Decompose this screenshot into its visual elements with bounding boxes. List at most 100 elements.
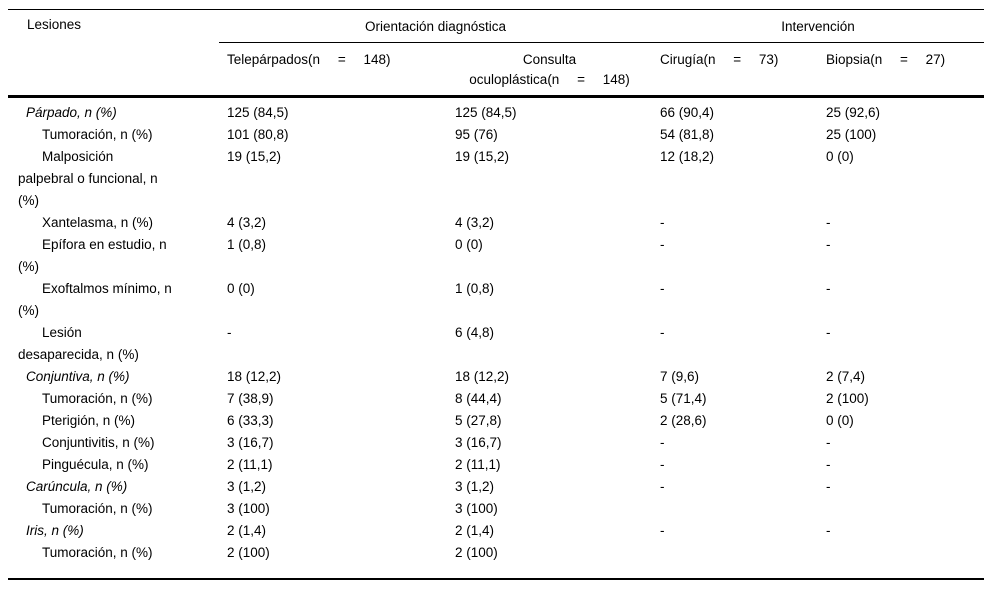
table-row-lesion-desaparecida: Lesión desaparecida, n (%) - 6 (4,8) - - bbox=[8, 322, 984, 366]
value-cell: 3 (100) bbox=[227, 501, 270, 516]
table-body: Párpado, n (%) 125 (84,5) 125 (84,5) 66 … bbox=[8, 97, 984, 580]
value-cell: 25 (92,6) bbox=[826, 105, 881, 120]
value-cell: - bbox=[826, 457, 831, 472]
table-row-conjuntiva: Conjuntiva, n (%) 18 (12,2) 18 (12,2) 7 … bbox=[8, 366, 984, 388]
value-cell: - bbox=[660, 479, 665, 494]
table-row-tumoracion-conjuntiva: Tumoración, n (%) 7 (38,9) 8 (44,4) 5 (7… bbox=[8, 388, 984, 410]
row-label: Malposición palpebral o funcional, n (%) bbox=[18, 149, 158, 208]
value-cell: - bbox=[826, 237, 831, 252]
value-cell: - bbox=[660, 435, 665, 450]
table-row-caruncula: Carúncula, n (%) 3 (1,2) 3 (1,2) - - bbox=[8, 476, 984, 498]
value-cell: 0 (0) bbox=[227, 281, 255, 296]
value-cell: 18 (12,2) bbox=[455, 369, 510, 384]
group-header-intervencion: Intervención bbox=[652, 9, 985, 43]
col-header-lesiones: Lesiones bbox=[8, 9, 219, 98]
value-cell: 2 (7,4) bbox=[826, 369, 866, 384]
value-cell: 19 (15,2) bbox=[227, 149, 282, 164]
value-cell: 12 (18,2) bbox=[660, 149, 715, 164]
value-cell: 0 (0) bbox=[455, 237, 483, 252]
row-label: Carúncula, n (%) bbox=[26, 479, 128, 494]
table-row-parpado: Párpado, n (%) 125 (84,5) 125 (84,5) 66 … bbox=[8, 97, 984, 125]
table-row-iris: Iris, n (%) 2 (1,4) 2 (1,4) - - bbox=[8, 520, 984, 542]
value-cell: - bbox=[227, 325, 232, 340]
value-cell: 6 (33,3) bbox=[227, 413, 274, 428]
value-cell: 101 (80,8) bbox=[227, 127, 289, 142]
value-cell bbox=[652, 542, 818, 579]
value-cell: 0 (0) bbox=[826, 413, 854, 428]
value-cell: 4 (3,2) bbox=[227, 215, 267, 230]
table-row-pterigion: Pterigión, n (%) 6 (33,3) 5 (27,8) 2 (28… bbox=[8, 410, 984, 432]
value-cell: 54 (81,8) bbox=[660, 127, 715, 142]
group-header-row: Lesiones Orientación diagnóstica Interve… bbox=[8, 9, 985, 98]
value-cell: 5 (27,8) bbox=[455, 413, 502, 428]
value-cell: 125 (84,5) bbox=[455, 105, 517, 120]
col-header-cirugia: Cirugía(n = 73) bbox=[652, 42, 818, 98]
value-cell: 2 (11,1) bbox=[455, 457, 501, 472]
value-cell: 2 (1,4) bbox=[455, 523, 495, 538]
value-cell: - bbox=[660, 523, 665, 538]
value-cell: 19 (15,2) bbox=[455, 149, 510, 164]
value-cell: 125 (84,5) bbox=[227, 105, 289, 120]
table-row-exoftalmos: Exoftalmos mínimo, n (%) 0 (0) 1 (0,8) -… bbox=[8, 278, 984, 322]
row-label: Epífora en estudio, n (%) bbox=[18, 237, 167, 274]
value-cell bbox=[818, 498, 984, 520]
col-header-consulta-oculoplastica: Consulta oculoplástica(n = 148) bbox=[447, 42, 652, 98]
value-cell: - bbox=[826, 479, 831, 494]
value-cell: 5 (71,4) bbox=[660, 391, 707, 406]
value-cell: 18 (12,2) bbox=[227, 369, 282, 384]
value-cell: 95 (76) bbox=[455, 127, 498, 142]
value-cell: 1 (0,8) bbox=[455, 281, 495, 296]
value-cell: 2 (11,1) bbox=[227, 457, 273, 472]
value-cell: - bbox=[826, 523, 831, 538]
value-cell: 3 (1,2) bbox=[227, 479, 267, 494]
table-row-conjuntivitis: Conjuntivitis, n (%) 3 (16,7) 3 (16,7) -… bbox=[8, 432, 984, 454]
value-cell: - bbox=[660, 215, 665, 230]
value-cell bbox=[818, 542, 984, 579]
table-row-tumoracion-parpado: Tumoración, n (%) 101 (80,8) 95 (76) 54 … bbox=[8, 124, 984, 146]
row-label: Tumoración, n (%) bbox=[42, 391, 153, 406]
value-cell: - bbox=[826, 325, 831, 340]
table-row-malposicion: Malposición palpebral o funcional, n (%)… bbox=[8, 146, 984, 212]
value-cell: 7 (9,6) bbox=[660, 369, 700, 384]
value-cell: 25 (100) bbox=[826, 127, 877, 142]
value-cell: 2 (100) bbox=[826, 391, 869, 406]
value-cell: 2 (1,4) bbox=[227, 523, 267, 538]
row-label: Exoftalmos mínimo, n (%) bbox=[18, 281, 172, 318]
row-label: Pterigión, n (%) bbox=[42, 413, 136, 428]
table-header: Lesiones Orientación diagnóstica Interve… bbox=[8, 9, 985, 98]
value-cell: - bbox=[826, 435, 831, 450]
col-header-teleparpados: Telepárpados(n = 148) bbox=[219, 42, 447, 98]
row-label: Xantelasma, n (%) bbox=[42, 215, 154, 230]
value-cell: 1 (0,8) bbox=[227, 237, 267, 252]
column-header-row: Telepárpados(n = 148) Consulta oculoplás… bbox=[8, 42, 985, 98]
value-cell: 4 (3,2) bbox=[455, 215, 495, 230]
row-label: Conjuntiva, n (%) bbox=[26, 369, 130, 384]
value-cell: 3 (16,7) bbox=[455, 435, 502, 450]
row-label: Lesión desaparecida, n (%) bbox=[18, 325, 139, 362]
value-cell: - bbox=[660, 237, 665, 252]
value-cell bbox=[652, 498, 818, 520]
row-label: Párpado, n (%) bbox=[26, 105, 117, 120]
value-cell: 3 (100) bbox=[455, 501, 498, 516]
value-cell: 8 (44,4) bbox=[455, 391, 502, 406]
table-row-xantelasma: Xantelasma, n (%) 4 (3,2) 4 (3,2) - - bbox=[8, 212, 984, 234]
table-row-pinguecula: Pinguécula, n (%) 2 (11,1) 2 (11,1) - - bbox=[8, 454, 984, 476]
value-cell: 2 (28,6) bbox=[660, 413, 707, 428]
row-label: Pinguécula, n (%) bbox=[42, 457, 149, 472]
value-cell: - bbox=[660, 457, 665, 472]
value-cell: 3 (16,7) bbox=[227, 435, 274, 450]
value-cell: - bbox=[826, 215, 831, 230]
col-header-biopsia: Biopsia(n = 27) bbox=[818, 42, 985, 98]
value-cell: 6 (4,8) bbox=[455, 325, 495, 340]
group-header-orientacion-diagnostica: Orientación diagnóstica bbox=[219, 9, 652, 43]
value-cell: 66 (90,4) bbox=[660, 105, 715, 120]
value-cell: 3 (1,2) bbox=[455, 479, 495, 494]
lesions-table: Lesiones Orientación diagnóstica Interve… bbox=[8, 9, 985, 580]
table-row-tumoracion-caruncula: Tumoración, n (%) 3 (100) 3 (100) bbox=[8, 498, 984, 520]
row-label: Iris, n (%) bbox=[26, 523, 84, 538]
row-label: Tumoración, n (%) bbox=[42, 545, 153, 560]
value-cell: - bbox=[660, 325, 665, 340]
row-label: Tumoración, n (%) bbox=[42, 501, 153, 516]
row-label: Conjuntivitis, n (%) bbox=[42, 435, 155, 450]
